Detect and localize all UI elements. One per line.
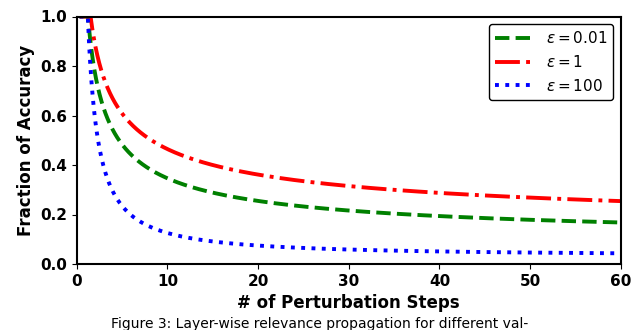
Line: $\varepsilon = 0.01$: $\varepsilon = 0.01$ [79,16,621,222]
$\varepsilon = 100$ [103,176,111,180]
$\varepsilon = 1$ [76,15,83,18]
X-axis label: # of Perturbation Steps: # of Perturbation Steps [237,294,460,312]
$\varepsilon = 1$ [339,183,346,187]
$\varepsilon = 0.01$ [617,220,625,224]
Legend: $\varepsilon = 0.01$, $\varepsilon = 1$, $\varepsilon = 100$: $\varepsilon = 0.01$, $\varepsilon = 1$,… [489,24,613,100]
$\varepsilon = 1$ [601,199,609,203]
Y-axis label: Fraction of Accuracy: Fraction of Accuracy [17,45,35,236]
$\varepsilon = 0.01$ [339,208,346,212]
$\varepsilon = 1$ [103,85,111,89]
Text: Figure 3: Layer-wise relevance propagation for different val-: Figure 3: Layer-wise relevance propagati… [111,317,529,330]
$\varepsilon = 100$ [502,250,509,254]
$\varepsilon = 0.01$ [502,217,509,221]
$\varepsilon = 100$ [601,251,609,255]
$\varepsilon = 1$ [601,199,609,203]
$\varepsilon = 100$ [617,251,625,255]
$\varepsilon = 0.01$ [324,207,332,211]
$\varepsilon = 100$ [601,251,609,255]
$\varepsilon = 1$ [502,194,509,198]
Line: $\varepsilon = 100$: $\varepsilon = 100$ [79,16,621,253]
$\varepsilon = 0.01$ [601,220,609,224]
Line: $\varepsilon = 1$: $\varepsilon = 1$ [79,16,621,201]
$\varepsilon = 0.01$ [601,220,609,224]
$\varepsilon = 0.01$ [103,116,111,120]
$\varepsilon = 0.01$ [76,15,83,18]
$\varepsilon = 100$ [339,248,346,251]
$\varepsilon = 1$ [617,199,625,203]
$\varepsilon = 1$ [324,182,332,186]
$\varepsilon = 100$ [324,247,332,251]
$\varepsilon = 100$ [76,15,83,18]
